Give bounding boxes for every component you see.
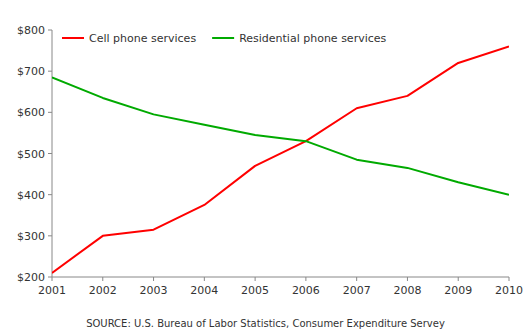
- legend: Cell phone services Residential phone ser…: [62, 32, 387, 45]
- legend-label: Cell phone services: [89, 32, 196, 45]
- y-tick-label: $400: [17, 189, 45, 202]
- chart: $200 $300 $400 $500 $600 $700 $800 2001 2002 2003…: [0, 0, 531, 335]
- x-tick: [509, 277, 510, 281]
- x-tick: [255, 277, 256, 281]
- source-note: SOURCE: U.S. Bureau of Labor Statistics,…: [86, 318, 445, 329]
- y-tick-label: $800: [17, 24, 45, 37]
- x-tick-label: 2008: [393, 284, 421, 297]
- y-tick-label: $600: [17, 106, 45, 119]
- x-tick: [204, 277, 205, 281]
- y-tick-label: $200: [17, 271, 45, 284]
- x-tick-label: 2005: [241, 284, 269, 297]
- legend-swatch: [212, 37, 234, 39]
- plot-area: [52, 46, 509, 272]
- y-tick-label: $300: [17, 230, 45, 243]
- legend-swatch: [62, 37, 84, 39]
- legend-label: Residential phone services: [239, 32, 386, 45]
- y-tick: [48, 235, 52, 236]
- y-tick: [48, 71, 52, 72]
- x-tick-label: 2004: [190, 284, 218, 297]
- series-line: [52, 46, 509, 272]
- x-tick-label: 2009: [444, 284, 472, 297]
- x-tick-label: 2006: [292, 284, 320, 297]
- x-tick-label: 2003: [140, 284, 168, 297]
- x-tick-label: 2010: [495, 284, 523, 297]
- x-tick: [407, 277, 408, 281]
- y-tick: [48, 112, 52, 113]
- y-tick-label: $700: [17, 65, 45, 78]
- y-tick-label: $500: [17, 148, 45, 161]
- y-tick: [48, 194, 52, 195]
- x-tick-label: 2007: [343, 284, 371, 297]
- x-tick-label: 2001: [38, 284, 66, 297]
- x-tick: [458, 277, 459, 281]
- x-tick: [153, 277, 154, 281]
- y-tick: [48, 153, 52, 154]
- series-line: [52, 77, 509, 194]
- y-tick: [48, 30, 52, 31]
- x-tick-label: 2002: [89, 284, 117, 297]
- x-tick: [102, 277, 103, 281]
- x-tick: [305, 277, 306, 281]
- x-axis-line: [52, 277, 509, 278]
- y-tick: [48, 277, 52, 278]
- x-tick: [52, 277, 53, 281]
- x-tick: [356, 277, 357, 281]
